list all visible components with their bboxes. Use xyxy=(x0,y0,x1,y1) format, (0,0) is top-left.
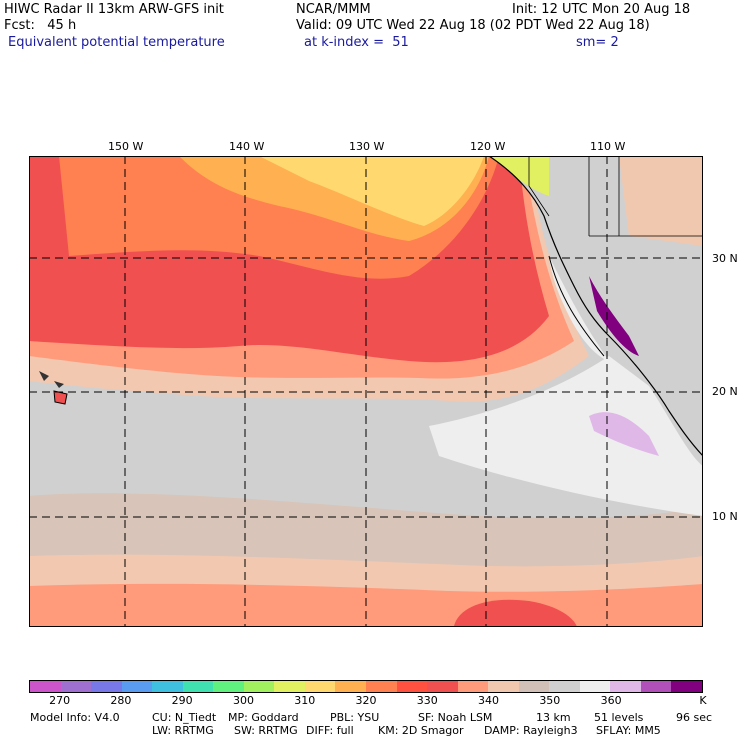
colorbar-swatch xyxy=(427,681,458,692)
lat-label-10n: 10 N xyxy=(712,510,738,523)
colorbar-swatch xyxy=(579,681,611,692)
lon-label-110w: 110 W xyxy=(590,140,626,153)
band-330-south-patch xyxy=(454,599,577,627)
colorbar-swatch xyxy=(518,681,550,692)
footer-sf: SF: Noah LSM xyxy=(418,711,493,724)
land-warm-patch xyxy=(489,156,549,196)
colorbar-swatch xyxy=(671,681,703,692)
lat-label-30n: 30 N xyxy=(712,252,738,265)
colorbar-tick-label: 330 xyxy=(416,694,438,707)
colorbar-swatch xyxy=(30,681,61,692)
map-canvas xyxy=(29,156,703,627)
institution-label: NCAR/MMM xyxy=(296,2,371,17)
lon-label-120w: 120 W xyxy=(470,140,506,153)
footer-diff: DIFF: full xyxy=(306,724,354,737)
colorbar-tick-label: 280 xyxy=(110,694,132,707)
band-315-north xyxy=(259,156,484,226)
colorbar-tick-label: 300 xyxy=(232,694,254,707)
colorbar-tick-label: 360 xyxy=(600,694,622,707)
grid-lines xyxy=(29,156,703,627)
footer-timestep: 96 sec xyxy=(676,711,713,724)
colorbar-tick-label: 350 xyxy=(539,694,561,707)
colorbar-tick-label: 270 xyxy=(49,694,71,707)
footer-cu: CU: N_Tiedt xyxy=(152,711,217,724)
colorbar xyxy=(29,680,703,693)
lat-label-20n: 20 N xyxy=(712,385,738,398)
baja-coastline xyxy=(548,255,605,357)
footer-sflay: SFLAY: MM5 xyxy=(596,724,661,737)
colorbar-swatch xyxy=(396,681,428,692)
theta-e-map xyxy=(29,156,703,627)
footer-resolution: 13 km xyxy=(536,711,571,724)
lon-label-130w: 130 W xyxy=(349,140,385,153)
gulf-of-california xyxy=(589,276,639,356)
colorbar-swatch xyxy=(121,681,153,692)
k-index-label: at k-index = 51 xyxy=(304,35,409,50)
lon-label-140w: 140 W xyxy=(229,140,265,153)
colorbar-tick-label: 340 xyxy=(478,694,500,707)
valid-time: Valid: 09 UTC Wed 22 Aug 18 (02 PDT Wed … xyxy=(296,18,650,33)
footer-lw: LW: RRTMG xyxy=(152,724,214,737)
model-title: HIWC Radar II 13km ARW-GFS init xyxy=(4,2,224,17)
band-360-east xyxy=(429,356,703,516)
map-frame xyxy=(29,156,703,627)
colorbar-swatch xyxy=(640,681,672,692)
colorbar-swatch xyxy=(457,681,489,692)
colorbar-tick-label: K xyxy=(699,694,707,707)
colorbar-swatch xyxy=(488,681,519,692)
colorbar-tick-label: 310 xyxy=(294,694,316,707)
colorbar-swatch xyxy=(274,681,305,692)
colorbar-swatch xyxy=(366,681,397,692)
state-borders xyxy=(528,156,703,237)
hawaii-islands xyxy=(39,371,64,388)
footer-damp: DAMP: Rayleigh3 xyxy=(484,724,578,737)
colorbar-tick-label: 320 xyxy=(355,694,377,707)
colorbar-swatch xyxy=(91,681,122,692)
colorbar-swatch xyxy=(304,681,336,692)
footer-mp: MP: Goddard xyxy=(228,711,299,724)
colorbar-swatch xyxy=(549,681,580,692)
land-tan-patch xyxy=(619,156,703,246)
footer-pbl: PBL: YSU xyxy=(330,711,380,724)
field-name: Equivalent potential temperature xyxy=(8,35,225,50)
footer-km: KM: 2D Smagor xyxy=(378,724,464,737)
colorbar-swatch xyxy=(152,681,183,692)
lon-label-150w: 150 W xyxy=(108,140,144,153)
colorbar-swatch xyxy=(182,681,214,692)
footer-model-info: Model Info: V4.0 xyxy=(30,711,120,724)
forecast-hour: Fcst: 45 h xyxy=(4,18,77,33)
init-time: Init: 12 UTC Mon 20 Aug 18 xyxy=(512,2,691,17)
coastline xyxy=(488,156,703,457)
smoothing-label: sm= 2 xyxy=(576,35,619,50)
colorbar-swatch xyxy=(243,681,275,692)
colorbar-swatch xyxy=(610,681,641,692)
colorbar-swatch xyxy=(335,681,367,692)
colorbar-swatch xyxy=(60,681,92,692)
footer-levels: 51 levels xyxy=(594,711,644,724)
footer-sw: SW: RRTMG xyxy=(234,724,298,737)
colorbar-tick-label: 290 xyxy=(171,694,193,707)
big-island xyxy=(53,390,68,405)
colorbar-swatch xyxy=(213,681,244,692)
